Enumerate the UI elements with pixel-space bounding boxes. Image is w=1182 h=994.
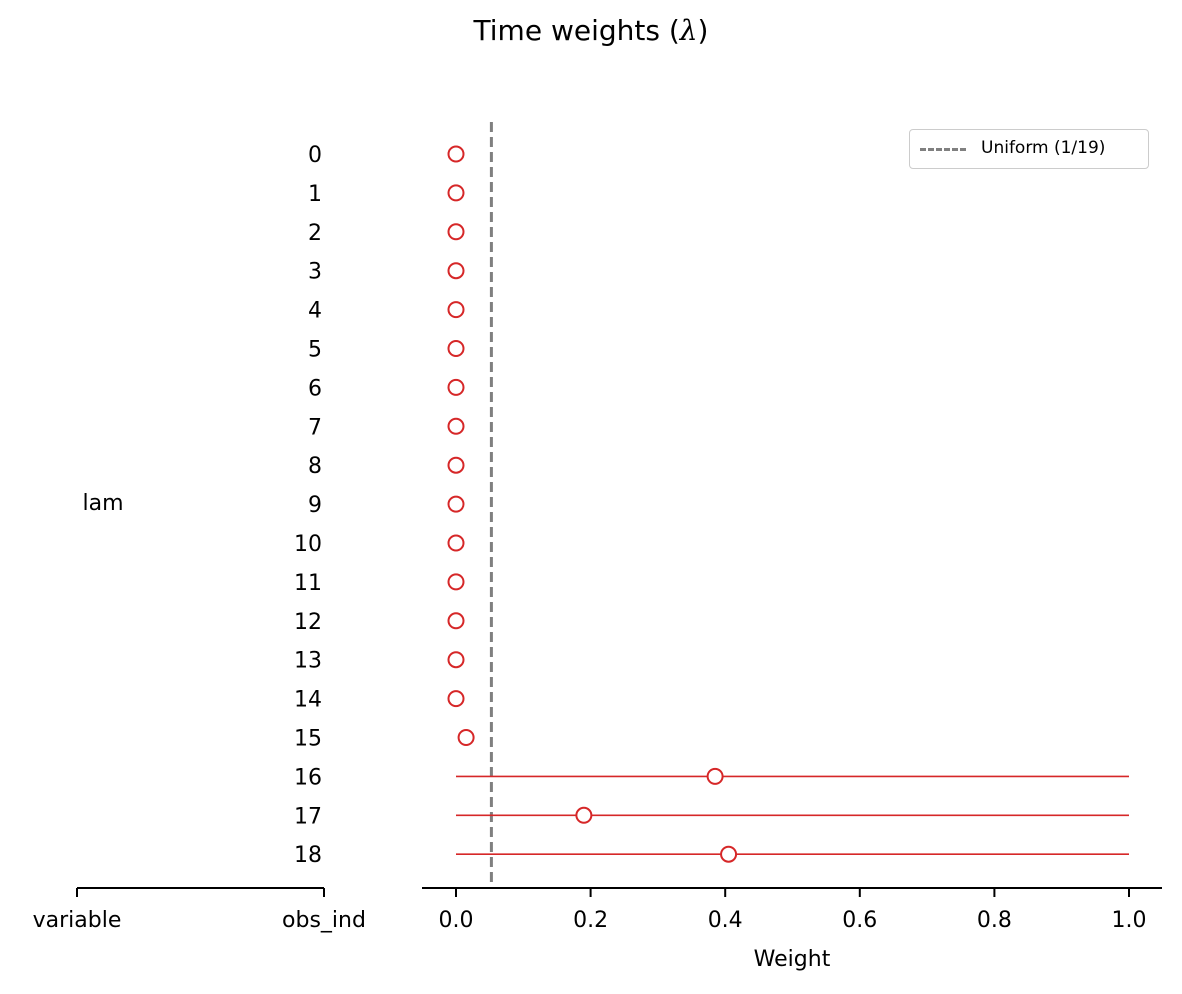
data-point bbox=[447, 456, 465, 474]
data-point bbox=[720, 845, 738, 863]
data-point bbox=[447, 223, 465, 241]
x-axis-label: Weight bbox=[754, 947, 831, 972]
data-point bbox=[447, 378, 465, 396]
x-tick-label: 0.6 bbox=[842, 908, 877, 933]
x-tick-label: 0.8 bbox=[977, 908, 1012, 933]
y-tick-label: 14 bbox=[294, 688, 322, 713]
y-tick-label: 17 bbox=[294, 804, 322, 829]
y-tick-label: 9 bbox=[308, 493, 322, 518]
left-axis-label-obs: obs_ind bbox=[282, 908, 366, 933]
y-tick-label: 12 bbox=[294, 610, 322, 635]
legend-dash-line bbox=[920, 148, 966, 151]
data-point bbox=[575, 806, 593, 824]
y-tick-label: 2 bbox=[308, 221, 322, 246]
chart-title-symbol: λ bbox=[679, 14, 698, 47]
data-point bbox=[447, 690, 465, 708]
data-point bbox=[447, 262, 465, 280]
data-point bbox=[447, 534, 465, 552]
x-tick-label: 0.0 bbox=[439, 908, 474, 933]
data-point bbox=[457, 729, 475, 746]
y-tick-label: 6 bbox=[308, 376, 322, 401]
y-tick-label: 1 bbox=[308, 182, 322, 207]
y-tick-label: 16 bbox=[294, 765, 322, 790]
data-point bbox=[447, 417, 465, 435]
data-point bbox=[447, 612, 465, 630]
point-layer bbox=[447, 145, 738, 863]
data-point bbox=[447, 573, 465, 591]
data-point bbox=[447, 301, 465, 319]
data-point bbox=[447, 145, 465, 163]
legend: Uniform (1/19) bbox=[909, 129, 1149, 169]
y-tick-label: 18 bbox=[294, 843, 322, 868]
chart-title-text: Time weights ( bbox=[473, 14, 680, 47]
x-axis: 0.0 0.2 0.4 0.6 0.8 1.0 bbox=[422, 887, 1162, 933]
chart-title-close: ) bbox=[697, 14, 709, 47]
chart-title: Time weights (λ) bbox=[0, 14, 1182, 47]
left-axis: variable obs_ind lam bbox=[33, 491, 366, 933]
left-axis-label-variable: variable bbox=[33, 908, 122, 933]
legend-label: Uniform (1/19) bbox=[981, 138, 1106, 158]
y-tick-label: 13 bbox=[294, 649, 322, 674]
y-tick-label: 4 bbox=[308, 299, 322, 324]
x-tick-label: 0.2 bbox=[573, 908, 608, 933]
variable-name-label: lam bbox=[82, 491, 123, 516]
x-tick-label: 1.0 bbox=[1112, 908, 1147, 933]
y-tick-label: 0 bbox=[308, 143, 322, 168]
data-point bbox=[706, 767, 724, 785]
y-tick-label: 7 bbox=[308, 415, 322, 440]
y-tick-label: 5 bbox=[308, 338, 322, 363]
y-tick-label: 8 bbox=[308, 454, 322, 479]
data-point bbox=[447, 495, 465, 513]
data-point bbox=[447, 651, 465, 669]
y-tick-label: 10 bbox=[294, 532, 322, 557]
y-tick-label: 11 bbox=[294, 571, 322, 596]
y-tick-label: 15 bbox=[294, 727, 322, 752]
interval-layer bbox=[456, 775, 1129, 856]
data-point bbox=[447, 340, 465, 357]
x-tick-label: 0.4 bbox=[708, 908, 743, 933]
data-point bbox=[447, 184, 465, 202]
y-tick-label: 3 bbox=[308, 260, 322, 285]
